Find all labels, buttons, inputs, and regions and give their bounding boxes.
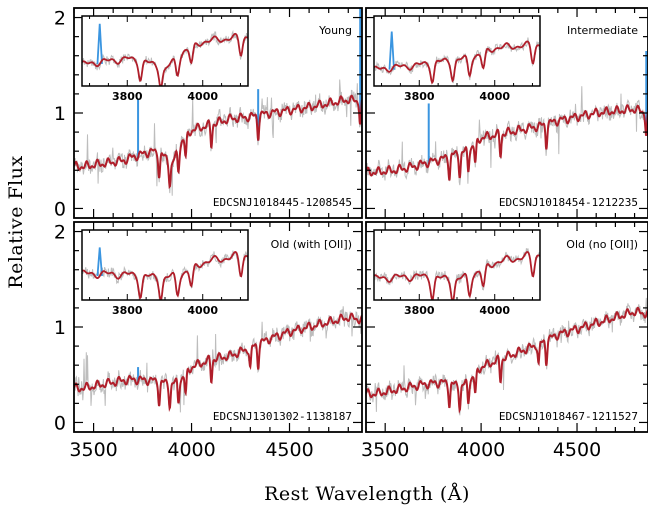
panel-top-left: 0 1 2 Young EDCSNJ1018445-1208545 3800 4000: [54, 7, 363, 220]
panel-label: Old (no [OII]): [566, 238, 638, 251]
inset: 3800 4000: [373, 229, 541, 317]
inset: 3800 4000: [81, 229, 249, 317]
inset: 3800 4000: [81, 15, 249, 103]
inset: 3800 4000: [373, 15, 541, 103]
inset-x-tick-label: 3800: [112, 304, 143, 317]
plot-area: [366, 297, 648, 416]
inset-background: [82, 230, 248, 300]
model-spectrum: [366, 306, 648, 414]
inset-x-tick-label: 4000: [187, 90, 218, 103]
plot-area: [74, 306, 362, 413]
inset-model-spectrum: [374, 251, 540, 300]
inset-model-spectrum: [82, 32, 248, 86]
x-tick-label: 3500: [69, 439, 117, 461]
plot-area: [366, 50, 648, 188]
inset-plot: [82, 247, 248, 300]
inset-x-tick-label: 4000: [479, 304, 510, 317]
x-tick-label: 4500: [265, 439, 313, 461]
panel-label: Old (with [OII]): [271, 238, 352, 251]
inset-background: [374, 16, 540, 86]
y-tick-label: 2: [54, 222, 66, 244]
panel-label: Young: [318, 24, 352, 37]
x-axis-title: Rest Wavelength (Å): [264, 483, 470, 505]
y-tick-label: 1: [54, 103, 66, 125]
inset-plot: [374, 31, 540, 85]
observed-spectrum: [74, 79, 362, 196]
panel-label: Intermediate: [567, 24, 638, 37]
inset-emission-line: [388, 31, 395, 70]
object-label: EDCSNJ1018454-1212235: [499, 196, 638, 209]
x-tick-label: 4500: [553, 439, 601, 461]
inset-model-spectrum: [374, 40, 540, 85]
plot-area: [74, 8, 362, 196]
inset-model-spectrum: [82, 251, 248, 300]
y-tick-label: 0: [54, 412, 66, 434]
inset-background: [82, 16, 248, 86]
observed-spectrum: [74, 306, 362, 413]
panel-top-right: Intermediate EDCSNJ1018454-1212235 3800 400…: [365, 7, 648, 219]
inset-x-tick-label: 3800: [112, 90, 143, 103]
inset-x-tick-label: 3800: [404, 304, 435, 317]
object-label: EDCSNJ1301302-1138187: [213, 410, 352, 423]
x-tick-label: 4000: [457, 439, 505, 461]
y-tick-label: 2: [54, 8, 66, 30]
observed-spectrum: [366, 86, 648, 188]
panel-bottom-right: 3500 4000 4500 Old (no [OII]) EDCSNJ1018467-…: [361, 221, 648, 461]
y-axis-title: Relative Flux: [5, 155, 27, 288]
model-spectrum: [366, 104, 648, 181]
model-spectrum: [74, 94, 362, 190]
x-tick-label: 4000: [167, 439, 215, 461]
inset-observed-spectrum: [82, 250, 248, 300]
inset-x-tick-label: 4000: [479, 90, 510, 103]
x-tick-label: 3500: [361, 439, 409, 461]
y-tick-label: 1: [54, 317, 66, 339]
panel-bottom-left: 3500 4000 4500 0 1 2 Old (with [OII]) EDCSNJ130…: [54, 221, 363, 461]
inset-background: [374, 230, 540, 300]
object-label: EDCSNJ1018445-1208545: [213, 196, 352, 209]
y-tick-label: 0: [54, 198, 66, 220]
object-label: EDCSNJ1018467-1211527: [499, 410, 638, 423]
inset-emission-line: [96, 23, 103, 65]
inset-plot: [82, 23, 248, 86]
inset-emission-line: [96, 247, 103, 277]
inset-plot: [374, 248, 540, 300]
inset-x-tick-label: 3800: [404, 90, 435, 103]
model-spectrum: [74, 312, 362, 412]
inset-x-tick-label: 4000: [187, 304, 218, 317]
